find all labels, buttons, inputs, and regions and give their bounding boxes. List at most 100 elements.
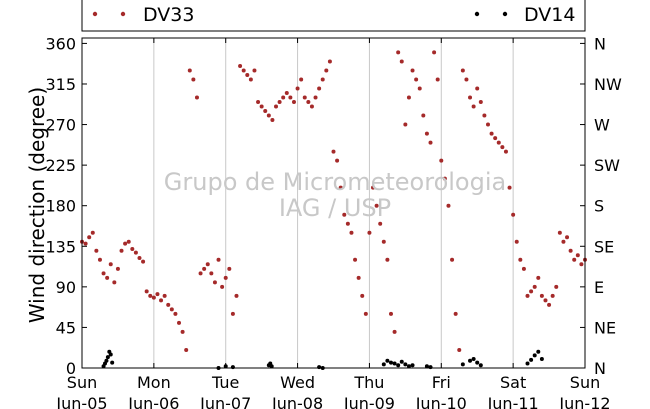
- point-dv33: [180, 329, 185, 334]
- point-dv33: [230, 311, 235, 316]
- point-dv33: [547, 302, 552, 307]
- point-dv33: [453, 311, 458, 316]
- point-dv33: [256, 100, 261, 105]
- point-dv33: [169, 307, 174, 312]
- y2-tick-label: NE: [594, 318, 616, 337]
- point-dv33: [87, 235, 92, 240]
- x-tick-date-label: Jun-09: [343, 394, 395, 409]
- x-tick-date-label: Jun-05: [55, 394, 107, 409]
- point-dv14: [385, 358, 390, 363]
- point-dv33: [194, 95, 199, 100]
- point-dv14: [536, 349, 541, 354]
- point-dv33: [435, 77, 440, 82]
- point-dv14: [399, 359, 404, 364]
- point-dv33: [353, 257, 358, 262]
- point-dv33: [424, 131, 429, 136]
- point-dv14: [471, 356, 476, 361]
- point-dv33: [263, 109, 268, 114]
- point-dv33: [94, 248, 99, 253]
- point-dv33: [338, 185, 343, 190]
- point-dv33: [532, 284, 537, 289]
- point-dv33: [572, 257, 577, 262]
- x-tick-date-label: Jun-06: [127, 394, 179, 409]
- point-dv33: [148, 293, 153, 298]
- point-dv14: [269, 364, 274, 369]
- point-dv33: [245, 72, 250, 77]
- point-dv33: [500, 145, 505, 150]
- point-dv33: [266, 113, 271, 118]
- point-dv33: [105, 275, 110, 280]
- point-dv33: [90, 230, 95, 235]
- point-dv33: [493, 136, 498, 141]
- point-dv33: [187, 68, 192, 73]
- point-dv33: [385, 257, 390, 262]
- legend-label-dv33: DV33: [143, 4, 194, 26]
- point-dv33: [241, 68, 246, 73]
- point-dv33: [277, 100, 282, 105]
- y2-tick-label: NW: [594, 75, 622, 94]
- point-dv33: [485, 122, 490, 127]
- y-tick-label: 360: [45, 34, 76, 53]
- point-dv14: [388, 360, 393, 365]
- point-dv33: [392, 329, 397, 334]
- x-tick-day-label: Mon: [137, 373, 171, 392]
- point-dv33: [83, 241, 88, 246]
- point-dv33: [371, 185, 376, 190]
- x-tick-day-label: Thu: [353, 373, 384, 392]
- x-tick-date-label: Jun-11: [487, 394, 539, 409]
- point-dv14: [478, 363, 483, 368]
- point-dv33: [331, 149, 336, 154]
- point-dv14: [392, 361, 397, 366]
- point-dv33: [281, 95, 286, 100]
- point-dv33: [270, 118, 275, 123]
- y2-tick-label: N: [594, 359, 606, 378]
- point-dv33: [406, 95, 411, 100]
- point-dv33: [356, 275, 361, 280]
- point-dv14: [529, 357, 534, 362]
- point-dv14: [532, 353, 537, 358]
- point-dv33: [525, 293, 530, 298]
- point-dv33: [130, 246, 135, 251]
- legend: DV33 DV14: [81, 0, 586, 32]
- point-dv33: [475, 86, 480, 91]
- y2-tick-label: W: [594, 116, 610, 135]
- point-dv33: [450, 257, 455, 262]
- watermark: Grupo de Micrometeorologia IAG / USP: [164, 168, 506, 222]
- point-dv33: [482, 113, 487, 118]
- point-dv33: [478, 100, 483, 105]
- point-dv33: [421, 113, 426, 118]
- point-dv33: [381, 239, 386, 244]
- point-dv33: [432, 50, 437, 55]
- point-dv33: [575, 253, 580, 258]
- point-dv14: [381, 362, 386, 367]
- point-dv33: [442, 176, 447, 181]
- point-dv33: [399, 59, 404, 64]
- point-dv33: [205, 262, 210, 267]
- x-tick-day-label: Sat: [500, 373, 526, 392]
- point-dv33: [460, 68, 465, 73]
- point-dv33: [439, 158, 444, 163]
- y-tick-label: 315: [45, 75, 76, 94]
- point-dv33: [202, 266, 207, 271]
- point-dv14: [460, 362, 465, 367]
- point-dv33: [126, 239, 131, 244]
- y-tick-label: 90: [56, 278, 76, 297]
- point-dv33: [464, 77, 469, 82]
- point-dv33: [108, 262, 113, 267]
- point-dv33: [367, 230, 372, 235]
- point-dv14: [110, 360, 115, 365]
- point-dv14: [468, 358, 473, 363]
- point-dv33: [507, 185, 512, 190]
- legend-marker-dv14: [502, 11, 508, 17]
- point-dv14: [539, 356, 544, 361]
- point-dv14: [396, 363, 401, 368]
- point-dv33: [446, 203, 451, 208]
- point-dv33: [388, 311, 393, 316]
- point-dv33: [529, 289, 534, 294]
- point-dv33: [248, 77, 253, 82]
- point-dv33: [119, 248, 124, 253]
- point-dv33: [112, 280, 117, 285]
- point-dv33: [403, 122, 408, 127]
- y2-tick-label: S: [594, 197, 604, 216]
